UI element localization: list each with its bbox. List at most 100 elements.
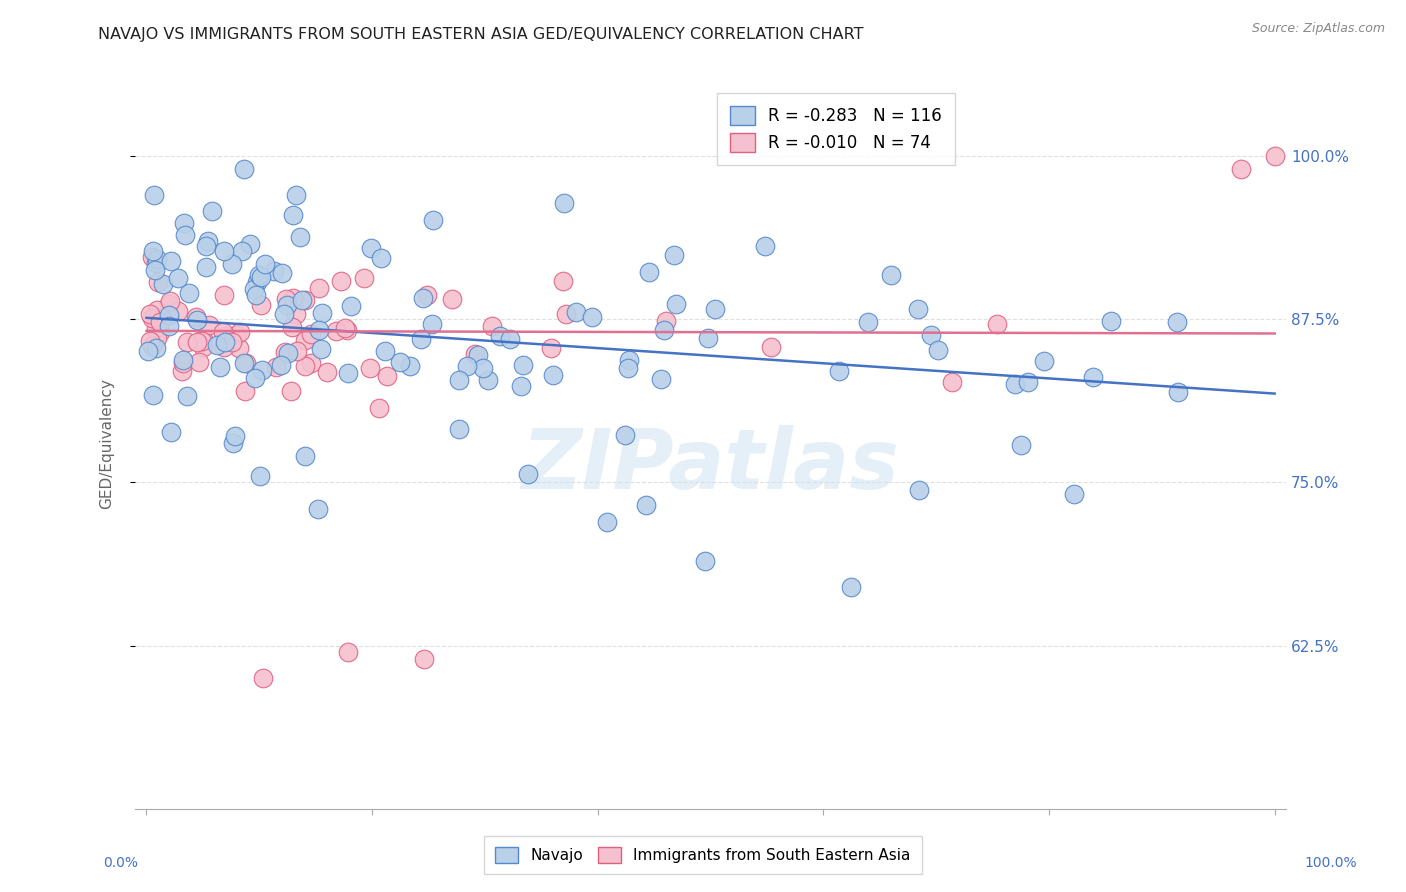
Text: 0.0%: 0.0% (103, 856, 138, 871)
Point (221, 257, 243, 271)
Point (249, 468, 271, 483)
Point (308, 281, 330, 295)
Point (409, 332, 432, 346)
Point (340, 299, 363, 313)
Point (172, 356, 194, 370)
Point (285, 306, 308, 320)
Point (481, 318, 503, 333)
Point (650, 372, 672, 386)
Point (665, 297, 688, 311)
Point (471, 361, 494, 376)
Text: NAVAJO VS IMMIGRANTS FROM SOUTH EASTERN ASIA GED/EQUIVALENCY CORRELATION CHART: NAVAJO VS IMMIGRANTS FROM SOUTH EASTERN … (98, 27, 863, 42)
Point (540, 341, 562, 355)
Text: ZIPatlas: ZIPatlas (522, 425, 900, 506)
Point (499, 332, 522, 346)
Point (243, 282, 266, 296)
Point (294, 333, 316, 347)
Point (228, 325, 250, 339)
Point (157, 319, 180, 334)
Point (880, 268, 903, 283)
Point (276, 297, 298, 311)
Point (274, 344, 297, 359)
Point (299, 326, 322, 341)
Point (856, 315, 879, 329)
Point (224, 429, 246, 443)
Point (1081, 370, 1104, 384)
Point (194, 239, 217, 253)
Point (228, 341, 250, 355)
Point (704, 302, 727, 317)
Point (422, 213, 444, 227)
Point (250, 363, 273, 377)
Point (488, 329, 510, 343)
Point (221, 334, 243, 349)
Point (634, 498, 657, 512)
Y-axis label: GED/Equivalency: GED/Equivalency (100, 378, 114, 508)
Point (941, 375, 963, 389)
Point (222, 435, 245, 450)
Point (239, 237, 262, 252)
Point (159, 293, 181, 308)
Point (197, 234, 219, 248)
Point (270, 359, 292, 373)
Point (389, 355, 412, 369)
Point (186, 313, 208, 327)
Point (1063, 486, 1085, 500)
Point (145, 341, 167, 355)
Point (233, 356, 256, 370)
Point (143, 188, 166, 202)
Point (329, 274, 352, 288)
Point (307, 501, 329, 516)
Point (145, 256, 167, 270)
Point (233, 384, 256, 398)
Point (309, 342, 332, 356)
Point (146, 303, 169, 318)
Point (214, 329, 236, 343)
Point (148, 275, 170, 289)
Point (398, 359, 420, 373)
Point (375, 369, 398, 384)
Point (1032, 353, 1054, 368)
Point (294, 359, 316, 374)
Point (553, 196, 575, 211)
Point (1167, 385, 1189, 400)
Point (1166, 315, 1188, 329)
Point (139, 307, 162, 321)
Point (184, 310, 207, 324)
Point (273, 307, 295, 321)
Point (139, 334, 162, 349)
Point (447, 422, 470, 436)
Point (157, 308, 180, 322)
Point (205, 338, 228, 352)
Point (173, 228, 195, 243)
Point (285, 344, 308, 359)
Point (374, 343, 396, 358)
Point (141, 311, 163, 326)
Point (187, 355, 209, 369)
Point (1230, 161, 1253, 176)
Point (254, 257, 277, 271)
Point (596, 515, 619, 529)
Point (695, 554, 717, 568)
Point (370, 252, 392, 266)
Point (662, 248, 685, 262)
Point (176, 388, 198, 402)
Point (308, 323, 330, 337)
Point (172, 352, 194, 367)
Point (759, 340, 782, 354)
Point (697, 331, 720, 345)
Point (280, 384, 302, 398)
Point (456, 359, 478, 374)
Point (173, 216, 195, 230)
Point (143, 263, 166, 277)
Point (927, 343, 949, 357)
Point (359, 361, 381, 376)
Point (440, 292, 463, 306)
Point (841, 580, 863, 594)
Point (149, 314, 172, 328)
Point (167, 271, 190, 285)
Point (250, 297, 273, 311)
Text: 100.0%: 100.0% (1305, 856, 1357, 871)
Point (1004, 377, 1026, 392)
Point (281, 208, 304, 222)
